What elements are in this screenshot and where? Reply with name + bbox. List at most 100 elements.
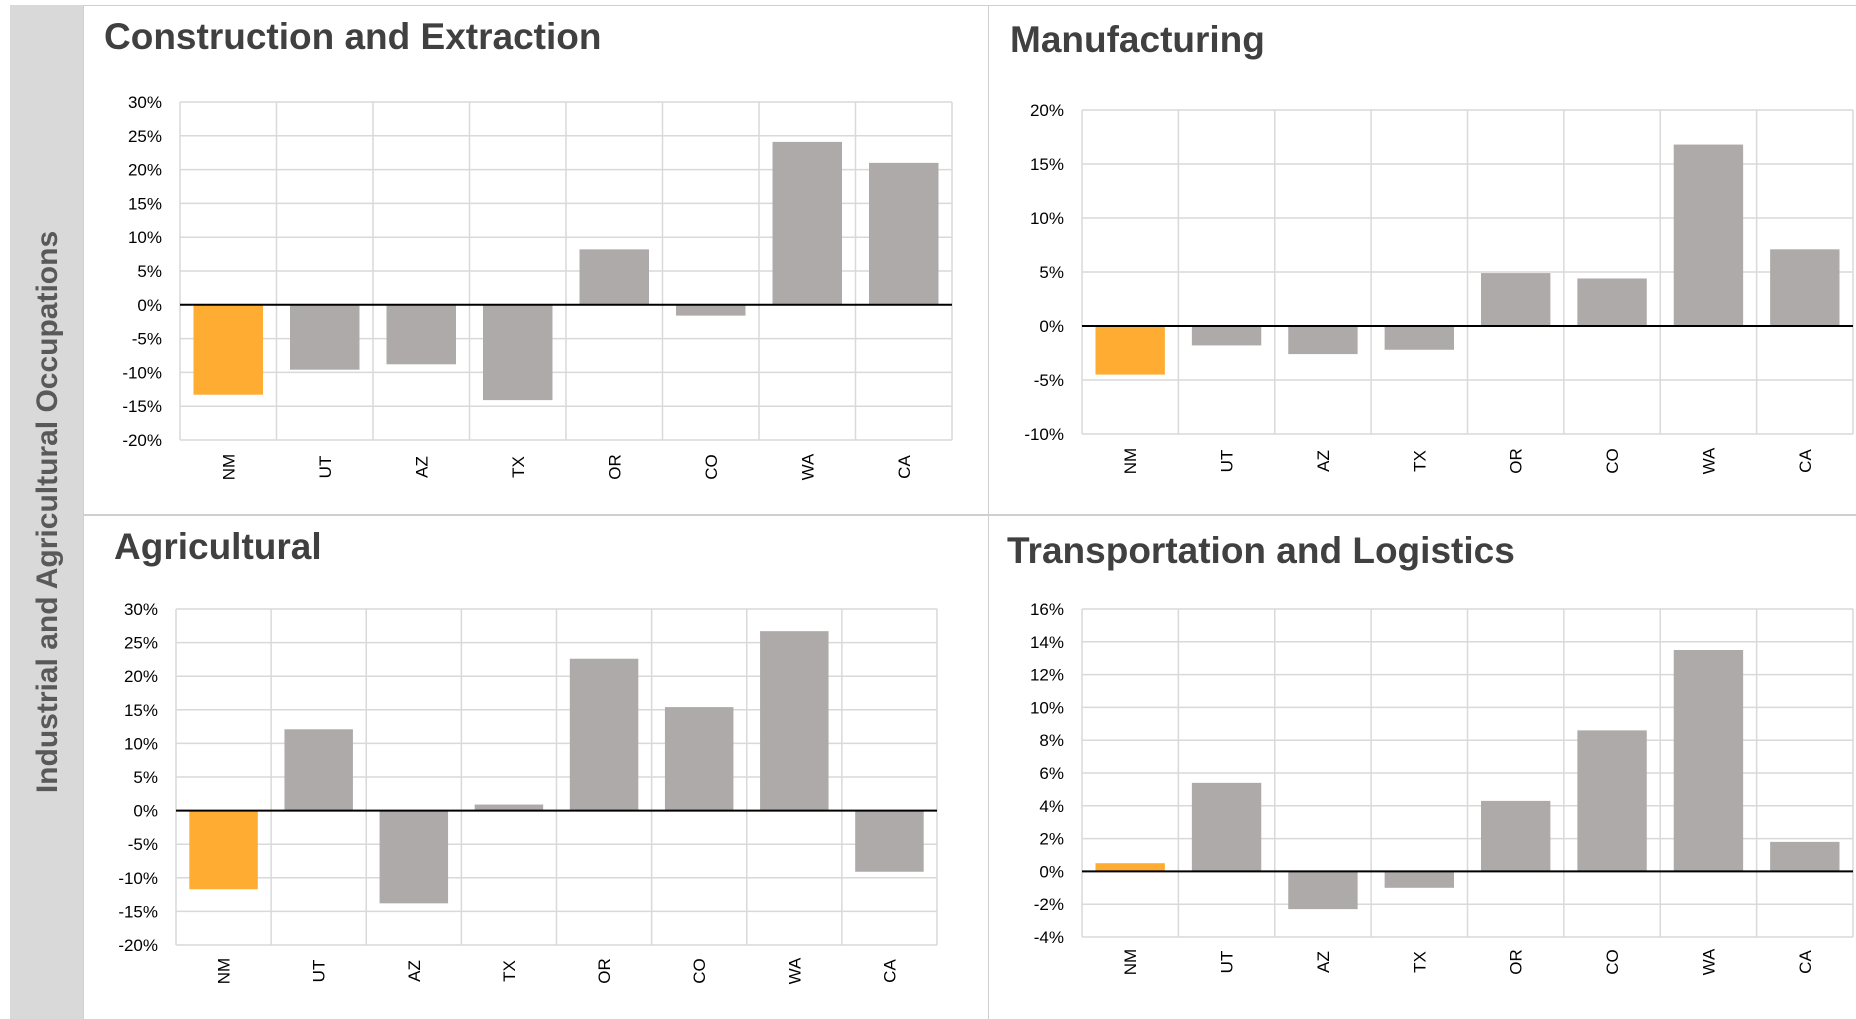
manufacturing-bar-co — [1577, 278, 1647, 326]
manufacturing-x-category-label: NM — [1121, 448, 1140, 474]
construction-bar-az — [386, 304, 456, 365]
manufacturing-x-category-label: CA — [1796, 449, 1815, 473]
transportation-x-category-label: TX — [1410, 951, 1429, 973]
horizontal-divider — [83, 514, 1856, 516]
transportation-y-tick-label: 2% — [1039, 830, 1064, 849]
construction-x-category-label: AZ — [412, 456, 431, 478]
transportation-y-tick-label: -2% — [1034, 895, 1064, 914]
manufacturing-y-tick-label: 0% — [1039, 317, 1064, 336]
transportation-y-tick-label: -4% — [1034, 928, 1064, 947]
manufacturing-y-tick-label: 15% — [1030, 155, 1064, 174]
construction-bar-tx — [483, 304, 553, 401]
agricultural-y-tick-label: -15% — [118, 902, 158, 921]
side-band — [10, 5, 83, 1019]
agricultural-bar-tx — [474, 804, 544, 811]
construction-bar-or — [579, 249, 649, 305]
agricultural-bar-ca — [855, 810, 924, 872]
construction-y-tick-label: -10% — [122, 363, 162, 382]
transportation-bar-wa — [1673, 650, 1744, 872]
agricultural-y-tick-label: -20% — [118, 936, 158, 955]
transportation-bar-ut — [1191, 782, 1262, 872]
construction-y-tick-label: 15% — [128, 194, 162, 213]
construction-y-tick-label: 30% — [128, 93, 162, 112]
construction-bar-ca — [869, 162, 939, 305]
agricultural-bar-or — [569, 658, 639, 811]
manufacturing-y-tick-label: -5% — [1034, 371, 1064, 390]
construction-bar-nm — [193, 304, 263, 395]
agricultural-bar-wa — [760, 631, 829, 811]
agricultural-x-category-label: CA — [880, 959, 899, 983]
agricultural-x-category-label: UT — [310, 960, 329, 983]
transportation-x-category-label: CA — [1796, 950, 1815, 974]
transportation-bar-nm — [1095, 863, 1165, 872]
construction-x-category-label: TX — [509, 456, 528, 478]
transportation-bar-or — [1480, 800, 1551, 872]
agricultural-y-tick-label: 0% — [133, 802, 158, 821]
agricultural-y-tick-label: 15% — [124, 701, 158, 720]
chart-title-manufacturing: Manufacturing — [1010, 19, 1265, 60]
construction-x-category-label: OR — [605, 454, 624, 480]
manufacturing-bar-or — [1480, 273, 1551, 326]
transportation-x-category-label: WA — [1699, 948, 1718, 975]
manufacturing-bar-az — [1288, 326, 1358, 355]
agricultural-y-tick-label: 20% — [124, 667, 158, 686]
transportation-y-tick-label: 4% — [1039, 797, 1064, 816]
construction-bar-wa — [772, 141, 842, 305]
agricultural-x-category-label: TX — [500, 960, 519, 982]
construction-bar-ut — [290, 304, 360, 370]
manufacturing-y-tick-label: 10% — [1030, 209, 1064, 228]
manufacturing-bar-ut — [1191, 326, 1262, 346]
construction-y-tick-label: 10% — [128, 228, 162, 247]
panel-frame — [83, 5, 1856, 1019]
agricultural-bar-co — [664, 707, 734, 811]
agricultural-y-tick-label: 30% — [124, 600, 158, 619]
agricultural-x-category-label: WA — [785, 957, 804, 984]
manufacturing-bar-wa — [1673, 144, 1744, 326]
construction-y-tick-label: 5% — [137, 262, 162, 281]
transportation-y-tick-label: 16% — [1030, 600, 1064, 619]
construction-y-tick-label: 25% — [128, 127, 162, 146]
construction-y-tick-label: -5% — [132, 330, 162, 349]
agricultural-bar-nm — [189, 810, 258, 890]
construction-y-tick-label: 20% — [128, 161, 162, 180]
construction-x-category-label: NM — [219, 454, 238, 480]
transportation-x-category-label: OR — [1507, 949, 1526, 975]
transportation-bar-az — [1288, 871, 1358, 910]
transportation-bar-co — [1577, 730, 1647, 872]
agricultural-y-tick-label: -10% — [118, 869, 158, 888]
transportation-x-category-label: NM — [1121, 949, 1140, 975]
agricultural-y-tick-label: -5% — [128, 835, 158, 854]
vertical-divider — [988, 5, 989, 1019]
manufacturing-y-tick-label: 5% — [1039, 263, 1064, 282]
chart-title-construction: Construction and Extraction — [104, 16, 602, 57]
manufacturing-bar-tx — [1384, 326, 1455, 350]
construction-x-category-label: CO — [702, 454, 721, 480]
agricultural-y-tick-label: 5% — [133, 768, 158, 787]
agricultural-x-category-label: NM — [215, 958, 234, 984]
manufacturing-x-category-label: AZ — [1314, 450, 1333, 472]
construction-x-category-label: WA — [798, 453, 817, 480]
manufacturing-x-category-label: CO — [1603, 448, 1622, 474]
transportation-x-category-label: AZ — [1314, 951, 1333, 973]
agricultural-y-tick-label: 10% — [124, 734, 158, 753]
manufacturing-bar-ca — [1770, 249, 1840, 326]
construction-bar-co — [676, 304, 746, 316]
transportation-bar-tx — [1384, 871, 1455, 888]
manufacturing-x-category-label: WA — [1699, 447, 1718, 474]
transportation-x-category-label: CO — [1603, 949, 1622, 975]
agricultural-y-tick-label: 25% — [124, 634, 158, 653]
manufacturing-y-tick-label: 20% — [1030, 101, 1064, 120]
construction-x-category-label: UT — [316, 456, 335, 479]
chart-title-agricultural: Agricultural — [114, 526, 322, 567]
chart-title-transportation: Transportation and Logistics — [1007, 530, 1515, 571]
transportation-y-tick-label: 6% — [1039, 764, 1064, 783]
manufacturing-x-category-label: UT — [1218, 450, 1237, 473]
agricultural-x-category-label: AZ — [405, 960, 424, 982]
manufacturing-bar-nm — [1095, 326, 1165, 375]
manufacturing-x-category-label: OR — [1507, 448, 1526, 474]
agricultural-bar-ut — [284, 729, 353, 811]
transportation-y-tick-label: 10% — [1030, 698, 1064, 717]
construction-y-tick-label: -20% — [122, 431, 162, 450]
manufacturing-y-tick-label: -10% — [1024, 425, 1064, 444]
